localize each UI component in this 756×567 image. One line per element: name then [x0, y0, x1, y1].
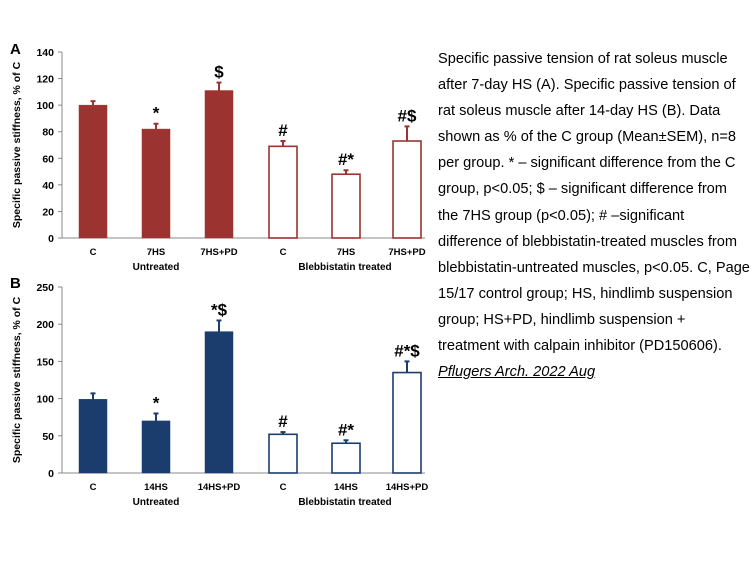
x-tick-label: 7HS+PD	[200, 247, 237, 258]
y-tick-label: 20	[42, 206, 54, 218]
x-tick-label: 7HS+PD	[388, 247, 425, 258]
y-tick-label: 120	[36, 74, 54, 86]
x-tick-label: C	[90, 247, 97, 258]
y-tick-label: 150	[36, 356, 54, 368]
group-label: Blebbistatin treated	[298, 497, 391, 508]
y-tick-label: 0	[48, 233, 54, 245]
x-tick-label: C	[90, 482, 97, 493]
bar	[78, 399, 108, 474]
y-tick-label: 0	[48, 468, 54, 480]
bar	[204, 90, 234, 239]
bar	[392, 371, 422, 474]
y-tick-label: 200	[36, 319, 54, 331]
y-axis-label: Specific passive stiffness, % of C	[11, 61, 23, 228]
caption-source-link[interactable]: Pflugers Arch. 2022 Aug	[438, 364, 596, 381]
x-tick-label: 7HS	[337, 247, 355, 258]
significance-label: #*$	[394, 341, 420, 360]
figure-caption: Specific passive tension of rat soleus m…	[438, 46, 750, 385]
y-tick-label: 140	[36, 47, 54, 59]
bar	[268, 145, 298, 239]
x-tick-label: C	[280, 482, 287, 493]
panel-letter: B	[10, 275, 21, 292]
bar	[141, 128, 171, 239]
significance-label: #*	[338, 150, 354, 169]
significance-label: #*	[338, 420, 354, 439]
significance-label: *	[153, 393, 160, 412]
y-axis-label: Specific passive stiffness, % of C	[11, 296, 23, 463]
chart-panel-a: A Specific passive stiffness, % of C 0 20 40…	[10, 41, 426, 270]
y-tick-label: 100	[36, 100, 54, 112]
x-tick-label: C	[280, 247, 287, 258]
x-tick-label: 14HS+PD	[386, 482, 429, 493]
y-tick-label: 100	[36, 394, 54, 406]
y-tick-label: 40	[42, 180, 54, 192]
group-label: Untreated	[133, 497, 180, 508]
significance-label: #	[278, 412, 288, 431]
significance-label: #	[278, 121, 288, 140]
bar	[204, 331, 234, 474]
y-tick-label: 80	[42, 127, 54, 139]
significance-label: *$	[211, 300, 228, 319]
group-label: Untreated	[133, 262, 180, 270]
bar	[392, 140, 422, 239]
group-label: Blebbistatin treated	[298, 262, 391, 270]
bar	[331, 173, 361, 239]
x-tick-label: 14HS	[144, 482, 168, 493]
x-tick-label: 7HS	[147, 247, 165, 258]
significance-label: #$	[398, 106, 417, 125]
y-tick-label: 60	[42, 153, 54, 165]
significance-label: *	[153, 104, 160, 123]
caption-text: Specific passive tension of rat soleus m…	[438, 51, 750, 355]
bar	[268, 433, 298, 474]
y-tick-label: 250	[36, 282, 54, 294]
y-tick-label: 50	[42, 431, 54, 443]
x-tick-label: 14HS+PD	[198, 482, 241, 493]
significance-label: $	[214, 63, 224, 82]
bar	[141, 420, 171, 474]
x-tick-label: 14HS	[334, 482, 358, 493]
bar	[78, 104, 108, 239]
chart-panel-b: B Specific passive stiffness, % of C 0 50 10…	[10, 275, 429, 508]
bar	[331, 442, 361, 474]
panel-letter: A	[10, 41, 21, 58]
